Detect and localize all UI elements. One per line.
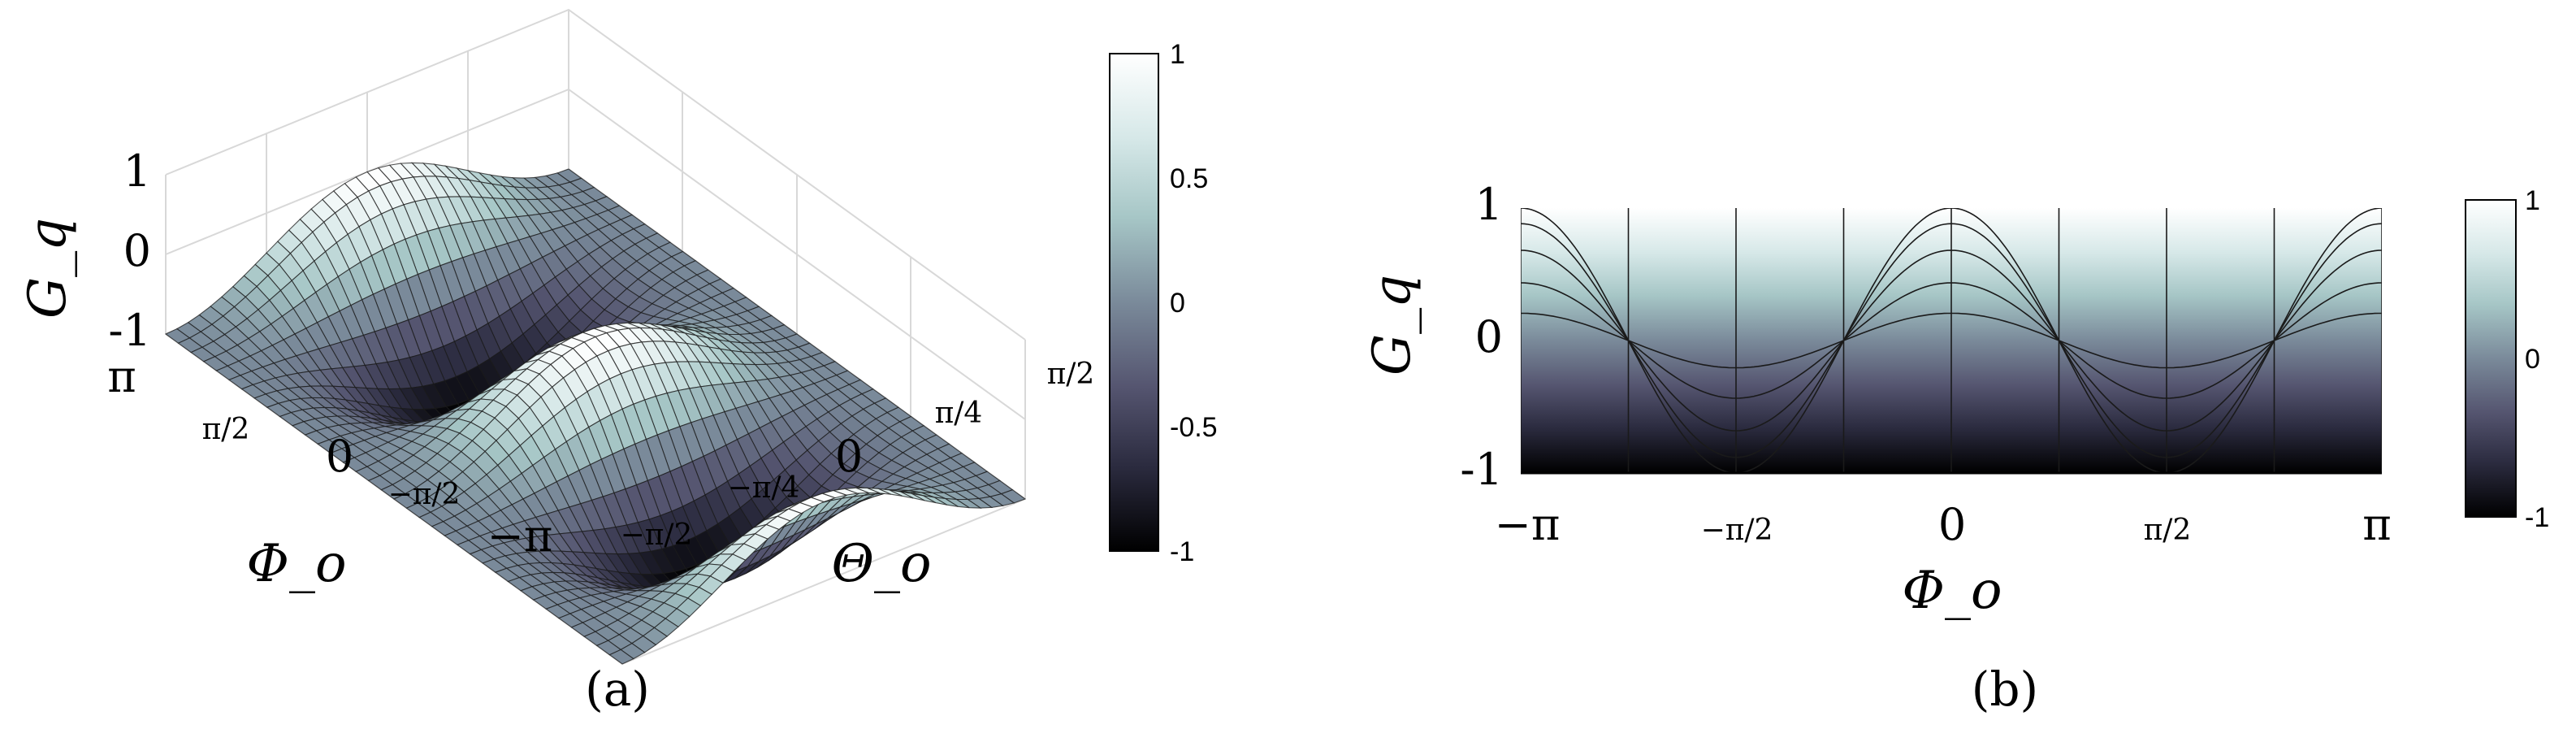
panel-b-caption: (b) xyxy=(1972,662,2038,717)
panel-a: 1 0 -1 G_q π π/2 0 −π/2 −π Φ_o −π/2 −π/4… xyxy=(18,8,1218,717)
mesh-curve xyxy=(1521,250,2382,432)
colorbar-tick-label: -1 xyxy=(1170,536,1194,567)
theta-tick-label: −π/4 xyxy=(728,471,800,505)
theta-tick-label: π/4 xyxy=(935,397,983,430)
panel-a-surface xyxy=(164,162,1027,665)
z-tick-label: 1 xyxy=(123,145,151,197)
panel-b: 1 0 -1 G_q −π −π/2 0 π/2 π Φ_o 1 0 -1 (b… xyxy=(1362,179,2549,717)
surface-patch xyxy=(608,649,634,665)
panel-b-x-axis-label: Φ_o xyxy=(1903,561,2002,621)
panel-b-x-ticks: −π −π/2 0 π/2 π xyxy=(1495,499,2392,550)
theta-tick-label: −π/2 xyxy=(621,519,693,552)
x-tick-label: π xyxy=(2362,499,2392,550)
theta-tick-label: 0 xyxy=(835,431,863,482)
mesh-curve xyxy=(1521,312,2382,369)
colorbar-tick-label: 0.5 xyxy=(1170,163,1208,194)
theta-tick-label: π/2 xyxy=(1047,358,1095,391)
x-tick-label: −π xyxy=(1495,499,1561,550)
colorbar-tick-label: -1 xyxy=(2525,502,2549,533)
phi-tick-label: π/2 xyxy=(202,413,250,446)
x-tick-label: −π/2 xyxy=(1701,514,1773,547)
colorbar-tick-label: -0.5 xyxy=(1170,412,1218,443)
x-tick-label: π/2 xyxy=(2144,514,2192,547)
panel-a-phi-ticks: π π/2 0 −π/2 −π xyxy=(107,351,552,562)
colorbar-tick-label: 1 xyxy=(2525,185,2540,216)
panel-b-y-axis-label: G_q xyxy=(1362,275,1422,375)
y-tick-label: 1 xyxy=(1475,179,1503,230)
panel-a-z-ticks: 1 0 -1 xyxy=(108,145,151,356)
mesh-curve xyxy=(1521,282,2382,399)
phi-tick-label: 0 xyxy=(326,431,353,482)
panel-a-phi-axis-label: Φ_o xyxy=(247,534,347,594)
panel-a-theta-axis-label: Θ_o xyxy=(832,534,932,594)
panel-a-colorbar-ticks: 1 0.5 0 -0.5 -1 xyxy=(1170,39,1218,567)
panel-b-colorbar-ticks: 1 0 -1 xyxy=(2525,185,2549,533)
y-tick-label: -1 xyxy=(1460,444,1503,495)
panel-a-z-axis-label: G_q xyxy=(18,218,78,319)
phi-tick-label: −π/2 xyxy=(388,478,461,511)
z-tick-label: 0 xyxy=(123,225,151,276)
phi-tick-label: −π xyxy=(487,510,553,562)
panel-a-colorbar xyxy=(1109,53,1159,552)
colorbar-tick-label: 1 xyxy=(1170,39,1185,70)
mesh-curve xyxy=(1521,223,2382,458)
phi-tick-label: π xyxy=(107,351,136,402)
panel-a-theta-ticks: −π/2 −π/4 0 π/4 π/2 xyxy=(621,358,1095,552)
panel-b-y-ticks: 1 0 -1 xyxy=(1460,179,1503,495)
mesh-curve xyxy=(1521,208,2382,473)
panel-b-colorbar xyxy=(2465,199,2517,518)
y-tick-label: 0 xyxy=(1475,311,1503,362)
panel-a-caption: (a) xyxy=(585,662,650,717)
panel-b-mesh xyxy=(1521,208,2382,473)
x-tick-label: 0 xyxy=(1938,499,1966,550)
z-tick-label: -1 xyxy=(108,305,151,356)
colorbar-tick-label: 0 xyxy=(2525,344,2540,375)
colorbar-tick-label: 0 xyxy=(1170,288,1185,319)
